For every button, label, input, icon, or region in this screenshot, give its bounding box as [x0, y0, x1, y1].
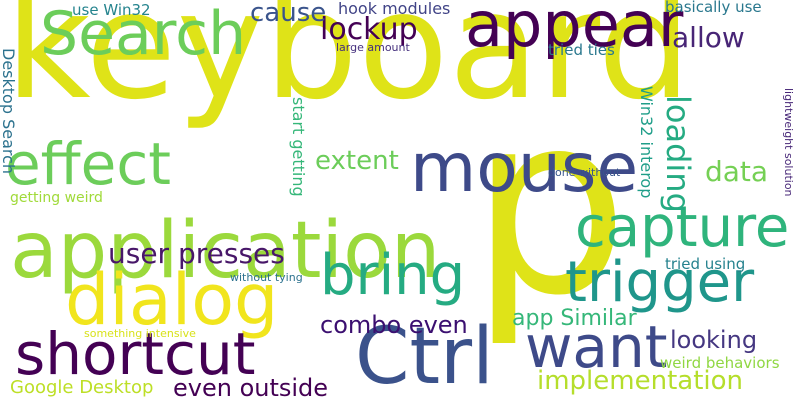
word-allow: allow — [672, 21, 745, 54]
word-effect: effect — [5, 130, 171, 198]
word-weird-behaviors: weird behaviors — [660, 354, 780, 372]
word-win32-interop: Win32 interop — [637, 86, 656, 199]
word-getting-weird: getting weird — [10, 190, 103, 206]
word-want: want — [525, 313, 668, 381]
word-tried-ties: tried ties — [548, 41, 615, 59]
word-desktop-search: Desktop Search — [0, 48, 18, 175]
word-looking: looking — [670, 326, 758, 354]
word-p: p — [470, 59, 629, 350]
word-use-win32: use Win32 — [72, 1, 151, 19]
word-search: Search — [40, 0, 247, 69]
word-loading: loading — [659, 95, 697, 213]
word-mouse: mouse — [410, 129, 639, 208]
word-start-getting: start getting — [289, 97, 308, 197]
word-trigger: trigger — [565, 250, 755, 315]
word-lightweight-solution: lightweight solution — [782, 88, 795, 197]
word-something-intensive: something intensive — [84, 327, 196, 340]
word-done-without: done without — [548, 166, 621, 179]
word-dialog: dialog — [65, 259, 279, 341]
word-large-amount: large amount — [336, 41, 410, 54]
word-cause: cause — [250, 0, 327, 28]
word-tried-using: tried using — [665, 255, 746, 273]
word-combo-even: combo even — [320, 311, 468, 339]
word-extent: extent — [315, 146, 399, 176]
word-capture: capture — [575, 195, 790, 260]
word-ctrl: Ctrl — [355, 312, 494, 400]
word-app-similar: app Similar — [512, 306, 637, 331]
word-shortcut: shortcut — [15, 320, 256, 388]
word-basically-use: basically use — [665, 0, 762, 16]
word-implementation: implementation — [537, 366, 744, 396]
word-application: application — [10, 206, 441, 296]
word-lockup: lockup — [320, 12, 418, 47]
word-hook-modules: hook modules — [338, 0, 451, 18]
word-keyboard: keyboard — [5, 0, 692, 132]
word-bring: bring — [320, 243, 466, 308]
word-without-tying: without tying — [230, 271, 303, 284]
word-even-outside: even outside — [173, 374, 329, 400]
word-google-desktop: Google Desktop — [10, 377, 154, 398]
word-user-presses: user presses — [108, 237, 285, 270]
word-data: data — [705, 155, 769, 188]
word-appear: appear — [465, 0, 684, 61]
